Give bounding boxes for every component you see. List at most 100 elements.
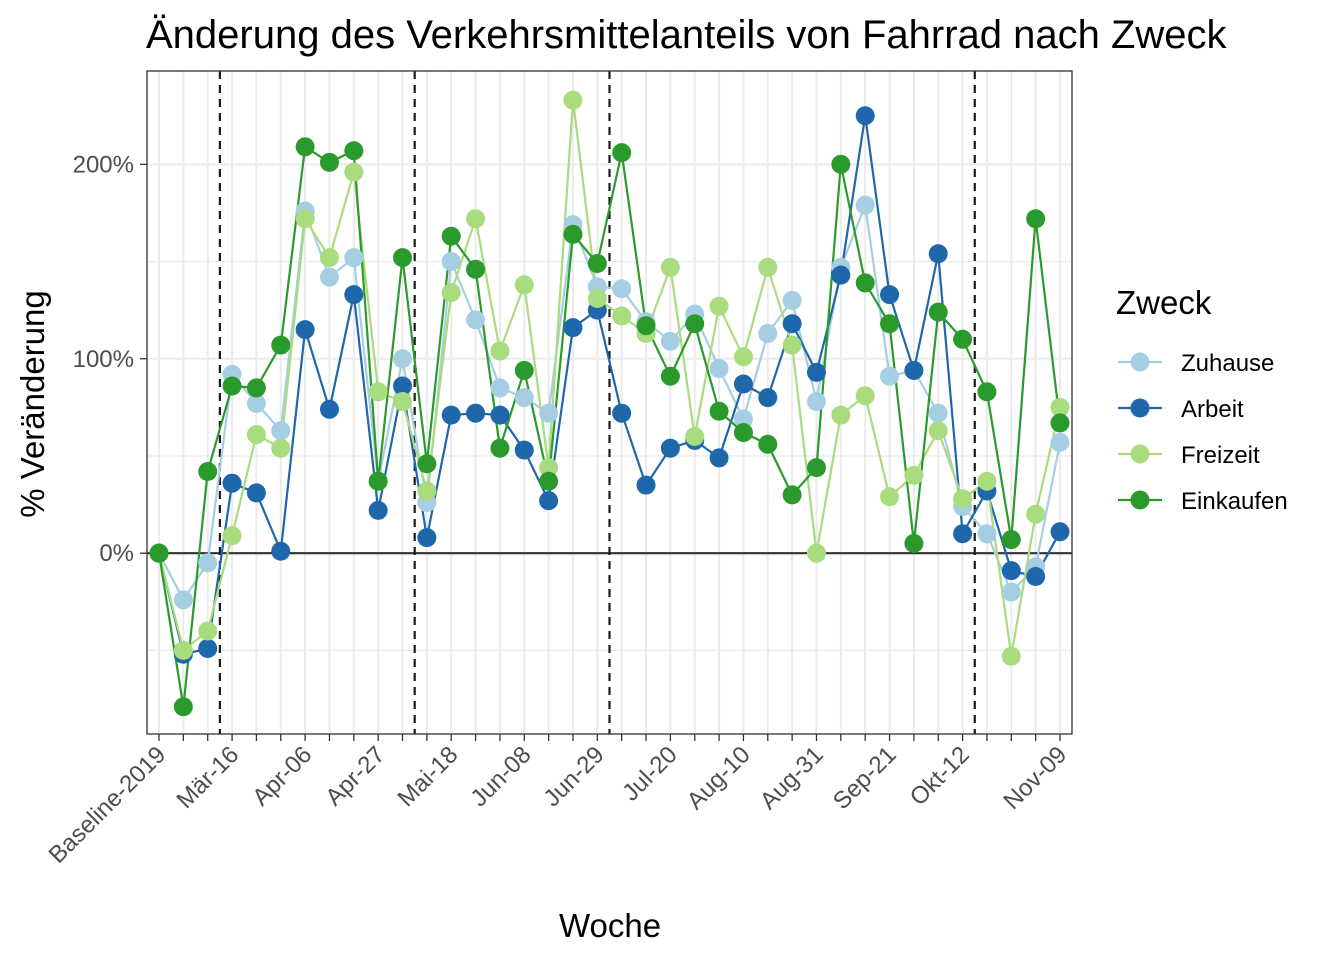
data-point-arbeit [246,483,266,503]
data-point-zuhause [466,310,486,330]
data-point-einkaufen [563,224,583,244]
data-point-einkaufen [733,423,753,443]
data-point-freizeit [514,275,534,295]
data-point-zuhause [758,323,778,343]
data-point-zuhause [271,421,291,441]
data-point-freizeit [563,90,583,110]
data-point-freizeit [1050,397,1070,417]
data-point-einkaufen [466,259,486,279]
data-point-freizeit [758,257,778,277]
data-point-einkaufen [855,273,875,293]
data-point-arbeit [782,314,802,334]
data-point-einkaufen [977,382,997,402]
data-point-arbeit [660,438,680,458]
legend-label-zuhause: Zuhause [1181,350,1274,377]
data-point-zuhause [733,409,753,429]
data-point-zuhause [344,248,364,268]
data-point-zuhause [1050,432,1070,452]
data-point-einkaufen [709,401,729,421]
x-tick-label: Aug-10 [682,741,756,815]
data-point-zuhause [977,524,997,544]
x-tick-label: Mai-18 [392,741,463,812]
data-point-freizeit [198,621,218,641]
data-point-arbeit [441,405,461,425]
data-point-arbeit [758,388,778,408]
legend-label-einkaufen: Einkaufen [1181,488,1288,515]
data-point-zuhause [806,392,826,412]
data-point-zuhause [782,290,802,310]
legend-key-point-zuhause [1130,352,1150,372]
data-point-zuhause [246,393,266,413]
data-point-einkaufen [514,360,534,380]
data-point-freizeit [977,471,997,491]
data-point-arbeit [1050,522,1070,542]
data-point-einkaufen [490,438,510,458]
data-point-einkaufen [393,248,413,268]
data-point-einkaufen [1026,209,1046,229]
data-point-freizeit [393,392,413,412]
legend-label-freizeit: Freizeit [1181,442,1260,469]
data-point-einkaufen [880,314,900,334]
data-point-arbeit [271,541,291,561]
series-line-arbeit [157,114,1061,656]
data-point-freizeit [612,306,632,326]
x-tick-label: Mär-16 [171,741,244,814]
data-point-arbeit [953,524,973,544]
x-tick-label: Apr-06 [247,741,317,811]
data-point-arbeit [368,500,388,520]
data-point-arbeit [880,285,900,305]
data-point-einkaufen [295,137,315,157]
data-point-arbeit [855,106,875,126]
data-point-einkaufen [831,154,851,174]
data-point-freizeit [295,209,315,229]
data-point-arbeit [612,403,632,423]
data-point-freizeit [953,489,973,509]
y-tick-label: 100% [73,346,134,373]
panel-border [146,70,1073,735]
data-point-freizeit [782,335,802,355]
data-point-arbeit [636,475,656,495]
data-point-einkaufen [928,302,948,322]
data-point-einkaufen [198,462,218,482]
data-point-zuhause [539,403,559,423]
y-axis-title: % Veränderung [14,290,51,518]
data-point-arbeit [563,318,583,338]
data-point-arbeit [393,376,413,396]
data-point-freizeit [587,288,607,308]
data-point-einkaufen [660,366,680,386]
chart-title: Änderung des Verkehrsmittelanteils von F… [146,13,1228,57]
data-point-arbeit [831,265,851,285]
data-point-arbeit [709,448,729,468]
data-point-freizeit [709,296,729,316]
data-point-freizeit [660,257,680,277]
data-point-arbeit [466,403,486,423]
legend-items: Zuhause Arbeit Freizeit Einkaufen [1118,350,1288,515]
x-axis: Baseline-2019 Mär-16 Apr-06 Apr-27 Mai-18 Jun… [44,734,1072,869]
data-point-einkaufen [782,485,802,505]
data-point-einkaufen [246,378,266,398]
data-point-freizeit [831,405,851,425]
data-point-arbeit [733,374,753,394]
data-point-einkaufen [173,697,193,717]
x-tick-label: Nov-09 [998,741,1072,815]
data-point-freizeit [1001,646,1021,666]
data-point-einkaufen [953,329,973,349]
data-point-zuhause [198,553,218,573]
y-axis: 0% 100% 200% [73,151,147,567]
legend-key-point-arbeit [1130,398,1150,418]
data-point-arbeit [417,528,437,548]
data-point-freizeit [1026,504,1046,524]
data-point-einkaufen [685,314,705,334]
data-point-freizeit [928,421,948,441]
x-tick-label: Aug-31 [755,741,829,815]
data-point-freizeit [806,543,826,563]
y-tick-label: 0% [99,540,134,567]
data-point-arbeit [928,244,948,264]
plot-area [146,70,1073,735]
x-tick-label: Baseline-2019 [44,741,172,869]
data-point-arbeit [514,440,534,460]
x-tick-label: Jul-20 [617,741,682,806]
data-point-zuhause [1001,582,1021,602]
legend-label-arbeit: Arbeit [1181,396,1244,423]
data-point-freizeit [466,209,486,229]
